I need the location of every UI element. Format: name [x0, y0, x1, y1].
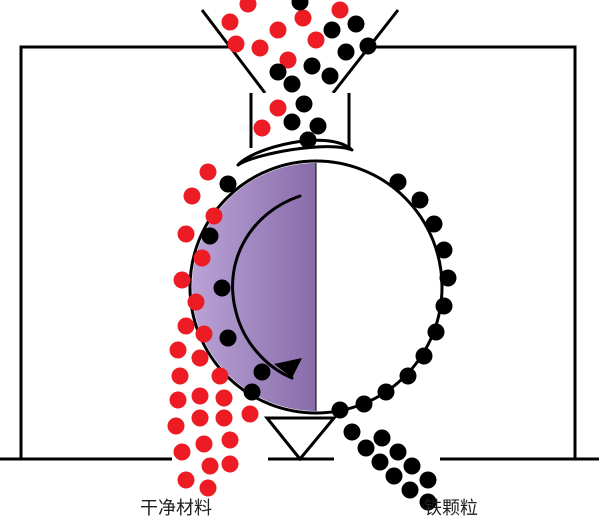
separator-diagram [0, 0, 599, 532]
label-iron-particles: 铁颗粒 [424, 494, 478, 520]
label-clean-material: 干净材料 [140, 494, 212, 520]
